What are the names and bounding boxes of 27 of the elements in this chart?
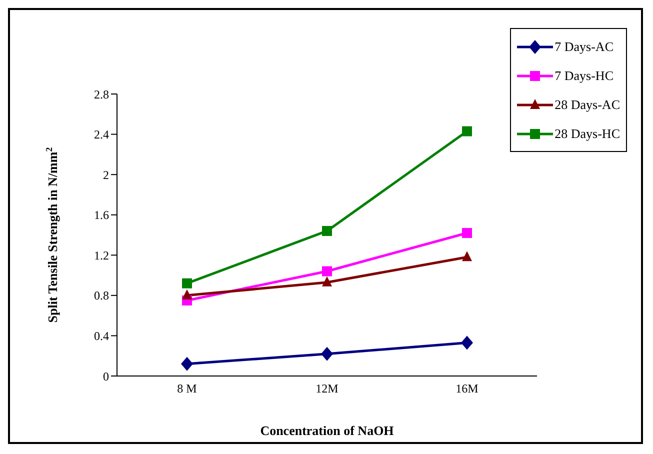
y-tick-label: 2	[103, 168, 109, 182]
point	[181, 356, 193, 371]
legend-label: 7 Days-AC	[554, 38, 614, 54]
point	[322, 226, 332, 236]
point	[322, 276, 332, 286]
point	[182, 278, 192, 288]
y-tick-label: 2.8	[94, 87, 109, 102]
point	[462, 228, 472, 238]
point	[182, 289, 192, 300]
point	[462, 251, 472, 262]
x-axis-title: Concentration of NaOH	[260, 423, 394, 438]
y-tick-label: 0.4	[94, 328, 109, 343]
y-tick-label: 1.6	[94, 208, 109, 222]
legend-label: 28 Days-HC	[554, 126, 620, 142]
legend-label: 28 Days-AC	[554, 96, 620, 112]
y-tick-label: 1.2	[94, 248, 109, 262]
y-tick-label: 0.8	[94, 288, 109, 303]
legend-label: 7 Days-HC	[554, 68, 614, 84]
point	[462, 126, 472, 136]
y-tick-label: 2.4	[94, 128, 109, 142]
y-tick-label: 0	[103, 369, 109, 384]
point	[322, 266, 332, 276]
x-tick-label: 16M	[456, 382, 479, 396]
point	[321, 346, 333, 361]
x-tick-label: 8 M	[177, 382, 198, 396]
x-tick-label: 12M	[316, 382, 339, 396]
point	[461, 336, 473, 350]
